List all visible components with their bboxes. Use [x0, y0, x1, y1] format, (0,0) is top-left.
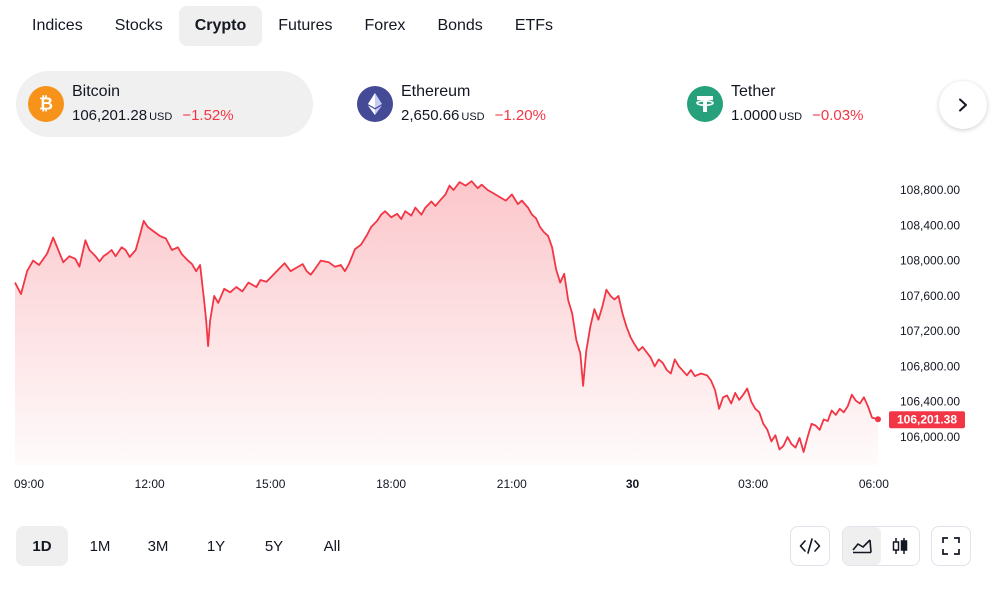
ticker-quote: 2,650.66 USD −1.20% — [401, 106, 546, 127]
embed-button[interactable] — [790, 526, 830, 566]
y-axis-tick-label: 108,800.00 — [900, 183, 960, 197]
price-area-fill — [15, 181, 878, 465]
ticker-change: −0.03% — [812, 106, 864, 124]
candlestick-icon — [892, 538, 908, 554]
y-axis-tick-label: 107,600.00 — [900, 289, 960, 303]
ticker-currency: USD — [778, 110, 803, 123]
y-axis-tick-label: 106,800.00 — [900, 359, 960, 373]
chevron-right-icon — [959, 98, 967, 112]
ethereum-icon — [357, 86, 393, 122]
tab-bonds[interactable]: Bonds — [437, 17, 483, 34]
range-1m[interactable]: 1M — [89, 537, 111, 555]
ticker-name: Bitcoin — [72, 82, 121, 100]
ticker-quote: 1.0000 USD −0.03% — [731, 106, 863, 127]
ticker-info: Tether 1.0000 USD −0.03% — [731, 82, 863, 127]
ticker-name: Tether — [731, 82, 776, 100]
last-price-badge — [889, 411, 965, 429]
x-axis-tick-label: 18:00 — [376, 477, 406, 491]
bitcoin-icon: ₿ — [28, 86, 64, 122]
ticker-ethereum[interactable]: Ethereum 2,650.66 USD −1.20% — [345, 71, 645, 137]
area-chart-button[interactable] — [843, 527, 881, 565]
ticker-info: Ethereum 2,650.66 USD −1.20% — [401, 82, 546, 127]
ticker-tether[interactable]: Tether 1.0000 USD −0.03% — [675, 71, 925, 137]
ticker-currency: USD — [149, 110, 173, 123]
ticker-change: −1.52% — [182, 106, 234, 124]
last-price-label: 106,201.38 — [897, 413, 957, 427]
price-line — [14, 180, 879, 453]
code-icon — [799, 538, 821, 554]
ticker-name: Ethereum — [401, 82, 471, 100]
fullscreen-icon — [942, 537, 960, 555]
tab-forex[interactable]: Forex — [364, 17, 406, 34]
ticker-bitcoin[interactable]: ₿ Bitcoin 106,201.28 USD −1.52% — [16, 71, 313, 137]
y-axis-tick-label: 106,400.00 — [900, 395, 960, 409]
range-all[interactable]: All — [323, 537, 341, 555]
range-5y[interactable]: 5Y — [264, 537, 284, 555]
next-tickers-button[interactable] — [939, 81, 987, 129]
tab-stocks[interactable]: Stocks — [114, 17, 163, 34]
y-axis-tick-label: 108,000.00 — [900, 254, 960, 268]
price-chart[interactable]: 108,800.00 108,400.00 108,000.00 107,600.00… — [0, 150, 995, 500]
x-axis-tick-label: 03:00 — [738, 477, 768, 491]
range-3m[interactable]: 3M — [147, 537, 169, 555]
area-chart-icon — [852, 539, 872, 554]
tab-crypto[interactable]: Crypto — [178, 6, 263, 46]
tab-futures[interactable]: Futures — [278, 17, 333, 34]
last-price-dot — [875, 416, 881, 423]
tether-icon — [687, 86, 723, 122]
tab-indices[interactable]: Indices — [32, 17, 83, 34]
y-axis-tick-label: 107,200.00 — [900, 324, 960, 338]
market-tabs: Indices Stocks Crypto Futures Forex Bond… — [16, 6, 569, 46]
ticker-price: 106,201.28 — [72, 106, 148, 124]
x-axis-tick-label: 15:00 — [255, 477, 285, 491]
y-axis-tick-label: 108,400.00 — [900, 218, 960, 232]
x-axis-tick-label: 06:00 — [859, 477, 889, 491]
range-1y[interactable]: 1Y — [206, 537, 226, 555]
ticker-price: 1.0000 — [731, 106, 777, 124]
svg-text:₿: ₿ — [39, 94, 53, 114]
candlestick-chart-button[interactable] — [881, 527, 919, 565]
x-axis-tick-label: 30 — [626, 477, 640, 491]
range-1d[interactable]: 1D — [16, 526, 68, 566]
ticker-change: −1.20% — [494, 106, 546, 124]
ticker-info: Bitcoin 106,201.28 USD −1.52% — [72, 82, 234, 127]
fullscreen-button[interactable] — [931, 526, 971, 566]
x-axis-tick-label: 12:00 — [135, 477, 165, 491]
ticker-currency: USD — [461, 110, 485, 123]
x-axis-tick-label: 21:00 — [497, 477, 527, 491]
ticker-price: 2,650.66 — [401, 106, 460, 124]
tab-etfs[interactable]: ETFs — [514, 17, 554, 34]
chart-style-toggle — [842, 526, 920, 566]
range-selector: 1D 1M 3M 1Y 5Y All — [16, 526, 364, 566]
ticker-quote: 106,201.28 USD −1.52% — [72, 106, 234, 127]
y-axis-tick-label: 106,000.00 — [900, 430, 960, 444]
x-axis-tick-label: 09:00 — [14, 477, 44, 491]
